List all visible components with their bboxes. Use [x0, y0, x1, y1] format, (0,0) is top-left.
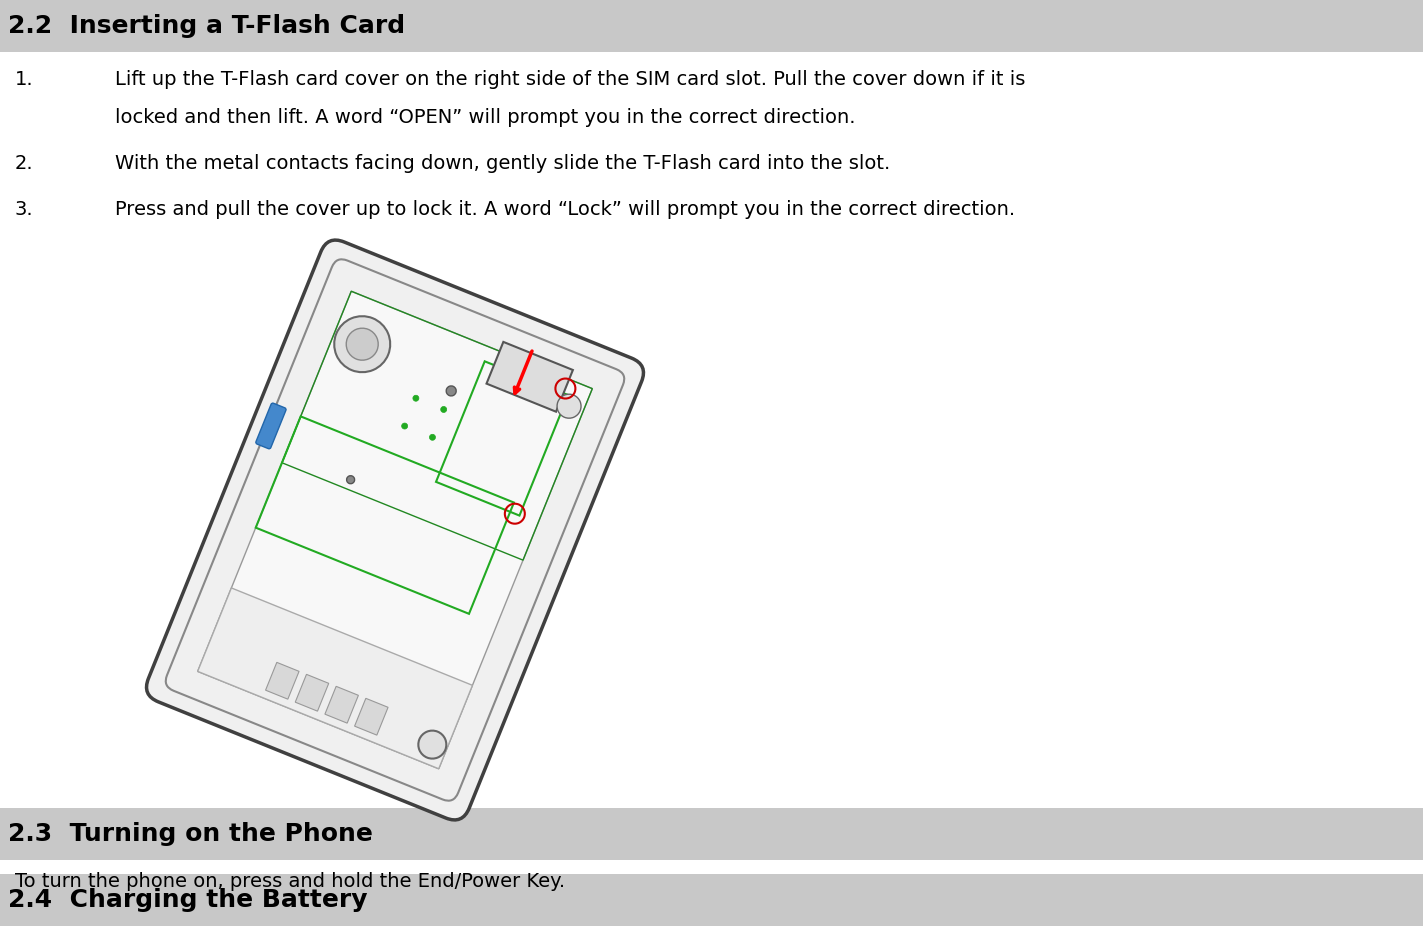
Circle shape	[413, 395, 418, 401]
Circle shape	[347, 476, 354, 483]
Text: 2.2  Inserting a T-Flash Card: 2.2 Inserting a T-Flash Card	[9, 14, 406, 38]
FancyBboxPatch shape	[266, 662, 299, 699]
FancyBboxPatch shape	[198, 588, 472, 769]
Bar	[0, 874, 1423, 926]
FancyBboxPatch shape	[354, 698, 388, 735]
FancyBboxPatch shape	[198, 292, 592, 769]
Text: With the metal contacts facing down, gently slide the T-Flash card into the slot: With the metal contacts facing down, gen…	[115, 154, 891, 173]
Bar	[0, 0, 1423, 52]
Text: Press and pull the cover up to lock it. A word “Lock” will prompt you in the cor: Press and pull the cover up to lock it. …	[115, 200, 1015, 219]
FancyBboxPatch shape	[324, 686, 359, 723]
Text: 2.4  Charging the Battery: 2.4 Charging the Battery	[9, 888, 367, 912]
Circle shape	[401, 423, 407, 429]
FancyBboxPatch shape	[147, 240, 643, 820]
Text: 2.: 2.	[16, 154, 34, 173]
Circle shape	[418, 731, 447, 758]
Text: To turn the phone on, press and hold the End/Power Key.: To turn the phone on, press and hold the…	[16, 872, 565, 891]
FancyBboxPatch shape	[487, 342, 573, 412]
Circle shape	[346, 328, 379, 360]
Text: locked and then lift. A word “OPEN” will prompt you in the correct direction.: locked and then lift. A word “OPEN” will…	[115, 108, 855, 127]
Circle shape	[447, 386, 457, 396]
FancyBboxPatch shape	[256, 403, 286, 449]
Circle shape	[334, 316, 390, 372]
Circle shape	[441, 407, 447, 412]
Text: Lift up the T-Flash card cover on the right side of the SIM card slot. Pull the : Lift up the T-Flash card cover on the ri…	[115, 70, 1026, 89]
Text: 3.: 3.	[16, 200, 34, 219]
Text: 2.3  Turning on the Phone: 2.3 Turning on the Phone	[9, 822, 373, 846]
Bar	[0, 808, 1423, 860]
Circle shape	[430, 434, 435, 440]
Circle shape	[556, 394, 581, 419]
Text: 1.: 1.	[16, 70, 34, 89]
FancyBboxPatch shape	[295, 674, 329, 711]
